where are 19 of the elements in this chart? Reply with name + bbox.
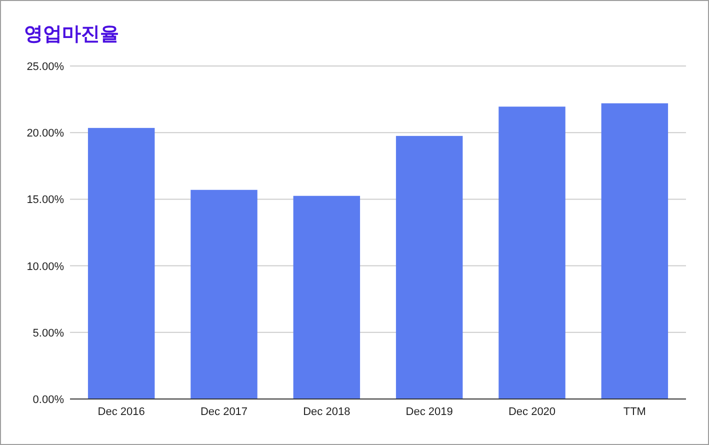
x-tick-label: Dec 2017: [200, 406, 248, 418]
bar: [396, 136, 463, 399]
bar: [88, 128, 155, 399]
bar: [293, 196, 360, 399]
y-tick-label: 10.00%: [26, 260, 64, 273]
x-tick-label: Dec 2016: [98, 406, 145, 418]
x-tick-label: TTM: [623, 406, 646, 418]
bar: [498, 106, 566, 399]
bar: [190, 190, 258, 399]
chart-title: 영업마진율: [24, 24, 119, 45]
x-tick-label: Dec 2020: [508, 406, 556, 418]
y-tick-label: 5.00%: [32, 327, 64, 340]
x-tick-label: Dec 2019: [406, 406, 453, 418]
y-tick-label: 0.00%: [32, 394, 64, 406]
bar: [601, 103, 668, 399]
y-tick-label: 20.00%: [26, 128, 64, 140]
y-tick-label: 15.00%: [26, 194, 64, 206]
x-tick-label: Dec 2018: [303, 406, 350, 418]
y-tick-label: 25.00%: [26, 61, 64, 73]
